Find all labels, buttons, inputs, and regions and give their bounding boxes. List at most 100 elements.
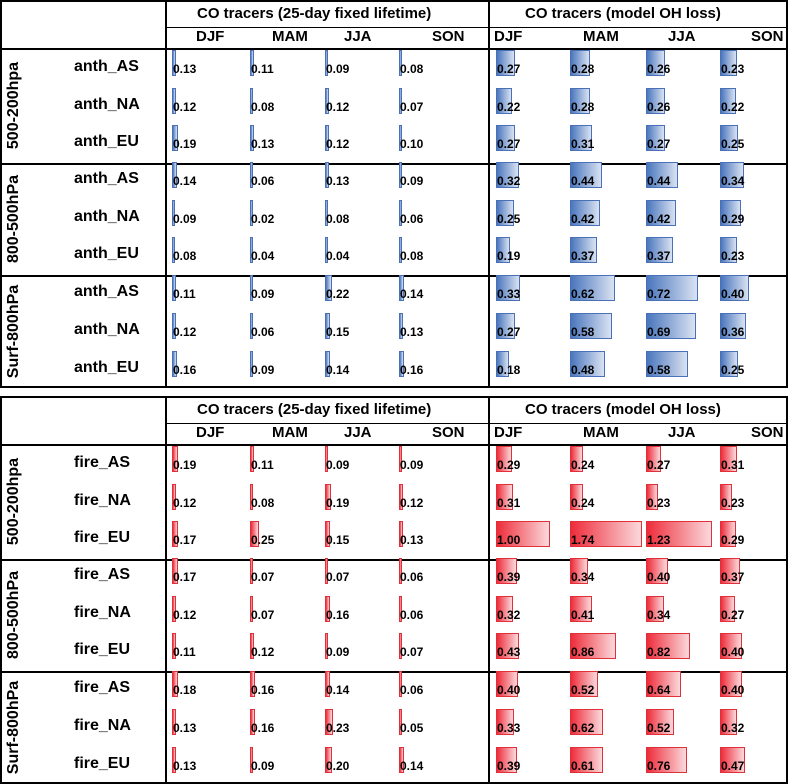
value-bar (496, 200, 514, 226)
value-bar (646, 446, 661, 472)
value-bar (496, 351, 509, 377)
value-bar (570, 709, 604, 735)
group-header-fixed-lifetime: CO tracers (25-day fixed lifetime) (197, 401, 432, 418)
value-label: 0.13 (173, 62, 197, 76)
value-label: 0.16 (251, 683, 275, 697)
column-divider-labels (165, 0, 167, 388)
value-bar (646, 313, 696, 339)
season-header: MAM (272, 424, 308, 441)
value-bar (720, 596, 735, 622)
group-label: Surf-800hPa (5, 680, 22, 775)
value-label: 0.08 (326, 212, 350, 226)
value-bar (720, 446, 737, 472)
group-header-model-oh-loss: CO tracers (model OH loss) (525, 5, 721, 22)
value-bar (325, 88, 330, 114)
season-header: MAM (272, 28, 308, 45)
value-label: 0.28 (571, 62, 595, 76)
value-label: 0.17 (173, 533, 197, 547)
value-bar (399, 521, 404, 547)
value-label: 0.08 (251, 496, 275, 510)
value-label: 0.52 (571, 683, 595, 697)
value-bar (399, 50, 402, 76)
value-bar (399, 275, 404, 301)
value-bar (570, 633, 617, 659)
value-label: 0.86 (571, 645, 595, 659)
value-bar (496, 237, 510, 263)
value-bar (172, 446, 179, 472)
value-bar (720, 484, 733, 510)
value-label: 0.37 (647, 249, 671, 263)
season-header: SON (751, 28, 784, 45)
value-label: 0.32 (497, 174, 521, 188)
value-label: 0.06 (251, 174, 275, 188)
row-label: anth_EU (74, 133, 139, 150)
value-bar (325, 671, 330, 697)
season-header: MAM (583, 28, 619, 45)
season-header: SON (751, 424, 784, 441)
value-bar (570, 275, 615, 301)
value-label: 0.33 (497, 721, 521, 735)
value-bar (646, 671, 681, 697)
group-header-model-oh-loss: CO tracers (model OH loss) (525, 401, 721, 418)
value-bar (325, 125, 330, 151)
value-label: 0.02 (251, 212, 275, 226)
value-bar (570, 88, 591, 114)
column-divider-labels (165, 396, 167, 784)
value-bar (325, 200, 328, 226)
value-label: 0.25 (721, 137, 745, 151)
row-label: fire_EU (74, 641, 131, 658)
value-label: 0.29 (497, 458, 521, 472)
value-bar (172, 88, 177, 114)
value-label: 0.12 (173, 496, 197, 510)
value-bar (325, 313, 331, 339)
value-bar (250, 200, 253, 226)
value-bar (250, 237, 253, 263)
value-label: 0.11 (173, 287, 196, 301)
value-label: 0.27 (647, 458, 671, 472)
value-bar (496, 671, 518, 697)
value-label: 0.32 (721, 721, 745, 735)
value-bar (399, 709, 402, 735)
value-label: 0.11 (173, 645, 196, 659)
value-label: 0.62 (571, 721, 595, 735)
value-label: 0.09 (326, 62, 350, 76)
value-bar (399, 162, 403, 188)
value-bar (172, 125, 179, 151)
value-label: 0.14 (173, 174, 197, 188)
value-label: 1.74 (571, 533, 595, 547)
value-bar (399, 351, 405, 377)
row-label: anth_AS (74, 283, 139, 300)
value-label: 0.04 (326, 249, 350, 263)
value-label: 1.00 (497, 533, 521, 547)
value-label: 0.17 (173, 570, 197, 584)
value-bar (570, 237, 597, 263)
value-bar (250, 671, 256, 697)
value-label: 0.16 (326, 608, 350, 622)
table-top-border (0, 0, 788, 2)
group-separator-line (0, 559, 788, 561)
value-bar (172, 484, 177, 510)
value-bar (496, 521, 550, 547)
value-bar (325, 484, 332, 510)
group-label: 800-500hPa (5, 174, 22, 264)
value-bar (570, 125, 593, 151)
value-bar (325, 162, 330, 188)
value-bar (720, 351, 738, 377)
row-label: fire_AS (74, 454, 131, 471)
value-label: 0.52 (647, 721, 671, 735)
value-bar (399, 446, 403, 472)
value-label: 0.22 (497, 100, 521, 114)
season-header: DJF (196, 424, 225, 441)
row-label: anth_EU (74, 359, 139, 376)
value-label: 0.07 (326, 570, 350, 584)
value-label: 0.28 (571, 100, 595, 114)
value-label: 0.24 (571, 458, 595, 472)
value-label: 0.14 (326, 363, 350, 377)
value-label: 0.69 (647, 325, 671, 339)
value-bar (496, 484, 513, 510)
value-label: 0.15 (326, 533, 350, 547)
value-bar (720, 162, 745, 188)
value-bar (496, 275, 520, 301)
value-label: 0.05 (400, 721, 424, 735)
value-bar (250, 313, 253, 339)
